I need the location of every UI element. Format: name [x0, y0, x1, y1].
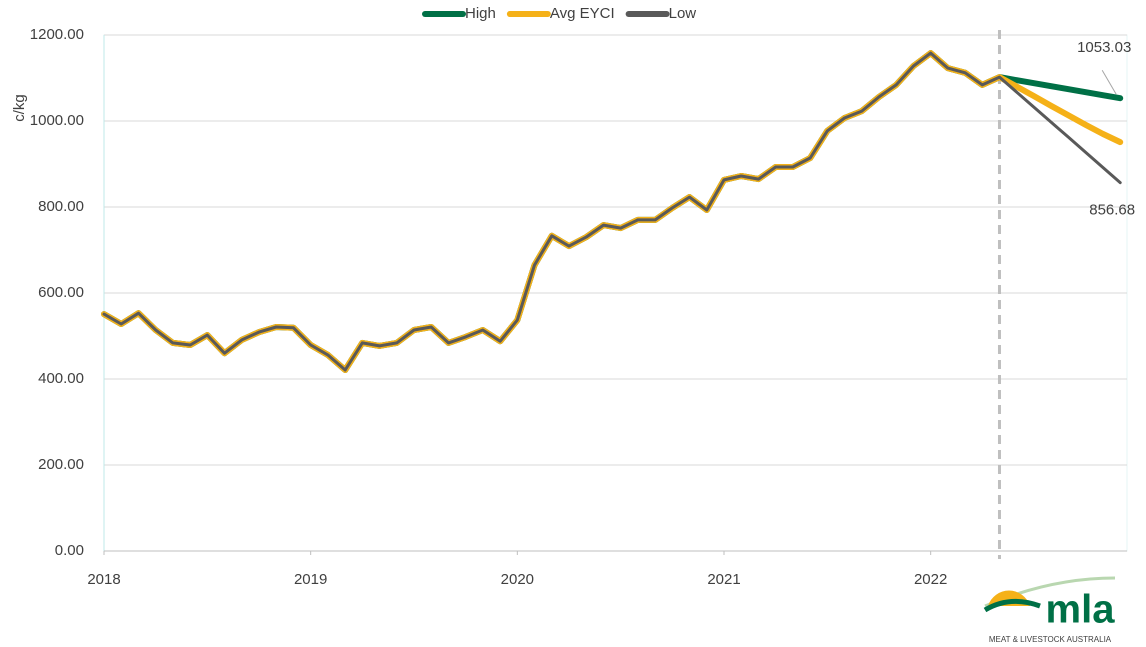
legend-label: Low [669, 5, 697, 22]
y-tick-label: 0.00 [55, 542, 84, 559]
x-tick-label: 2019 [294, 571, 327, 588]
x-tick-label: 2021 [707, 571, 740, 588]
data-label: 856.68 [1089, 202, 1135, 219]
y-tick-label: 1000.00 [30, 112, 84, 129]
y-tick-label: 1200.00 [30, 26, 84, 43]
x-tick-label: 2020 [501, 571, 534, 588]
y-tick-label: 400.00 [38, 370, 84, 387]
legend-label: Avg EYCI [550, 5, 615, 22]
data-label: 1053.03 [1077, 39, 1131, 56]
series-line [101, 50, 1124, 373]
x-tick-label: 2018 [87, 571, 120, 588]
x-tick-label: 2022 [914, 571, 947, 588]
series-line [102, 51, 1122, 372]
y-tick-label: 200.00 [38, 456, 84, 473]
series-line [101, 50, 1124, 373]
label-leader [1101, 69, 1117, 95]
y-tick-label: 800.00 [38, 198, 84, 215]
y-axis-label: c/kg [11, 94, 28, 122]
y-tick-label: 600.00 [38, 284, 84, 301]
legend-label: High [465, 5, 496, 22]
logo: mla MEAT & LIVESTOCK AUSTRALIA [983, 576, 1116, 644]
logo-hill [983, 598, 1041, 613]
logo-name: mla [1046, 588, 1116, 632]
logo-tagline: MEAT & LIVESTOCK AUSTRALIA [989, 635, 1112, 644]
